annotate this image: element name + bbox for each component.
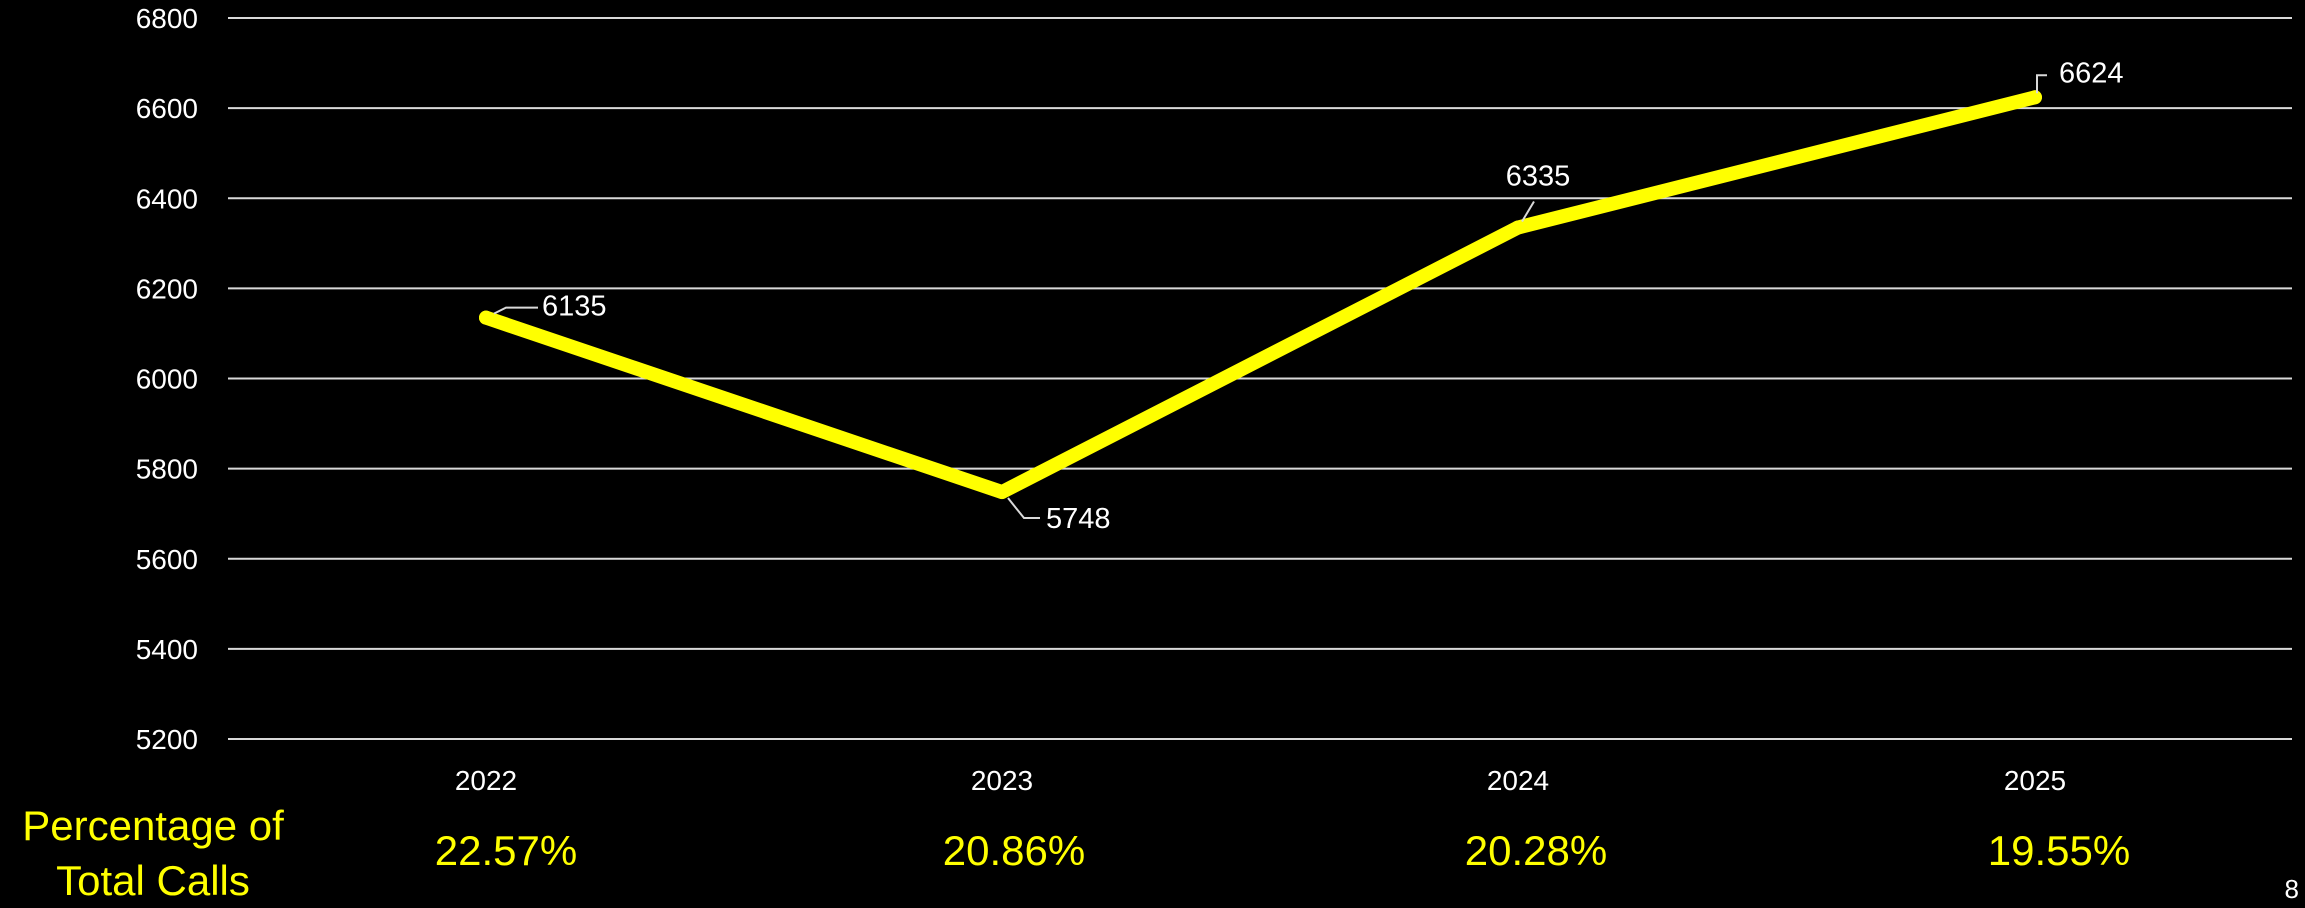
data-label-2022: 6135 — [542, 291, 607, 323]
data-label-2025: 6624 — [2059, 57, 2124, 89]
series-line-group — [479, 90, 2042, 500]
y-tick-label-5600: 5600 — [136, 544, 198, 575]
data-point-2025 — [2028, 90, 2042, 105]
x-axis-tick-labels: 2022 2023 2024 2025 — [455, 765, 2066, 796]
y-tick-label-5800: 5800 — [136, 454, 198, 485]
data-point-2022 — [479, 310, 493, 325]
data-point-2024 — [1511, 220, 1525, 235]
leader-line-2025 — [2036, 74, 2047, 94]
y-tick-label-6000: 6000 — [136, 364, 198, 395]
y-tick-label-6400: 6400 — [136, 183, 198, 214]
data-label-group: 6135 5748 6335 6624 — [493, 57, 2124, 535]
y-tick-label-6800: 6800 — [136, 3, 198, 34]
data-label-2024: 6335 — [1506, 161, 1571, 193]
x-tick-label-2022: 2022 — [455, 765, 517, 796]
leader-line-2023 — [1007, 497, 1040, 520]
y-tick-label-6200: 6200 — [136, 273, 198, 304]
series-line — [479, 90, 2042, 500]
y-tick-label-6600: 6600 — [136, 93, 198, 124]
leader-line-2024 — [1521, 201, 1535, 223]
page-number: 8 — [2284, 874, 2299, 904]
data-point-2023 — [995, 485, 1009, 500]
y-tick-label-5400: 5400 — [136, 634, 198, 665]
x-tick-label-2023: 2023 — [971, 765, 1033, 796]
y-axis-tick-labels: 5200 5400 5600 5800 6000 6200 6400 6600 6800 — [136, 3, 198, 755]
grid-lines — [228, 17, 2292, 740]
leader-line-2022 — [493, 306, 538, 315]
data-label-2023: 5748 — [1046, 503, 1111, 535]
y-tick-label-5200: 5200 — [136, 724, 198, 755]
x-tick-label-2024: 2024 — [1487, 765, 1549, 796]
x-tick-label-2025: 2025 — [2004, 765, 2066, 796]
